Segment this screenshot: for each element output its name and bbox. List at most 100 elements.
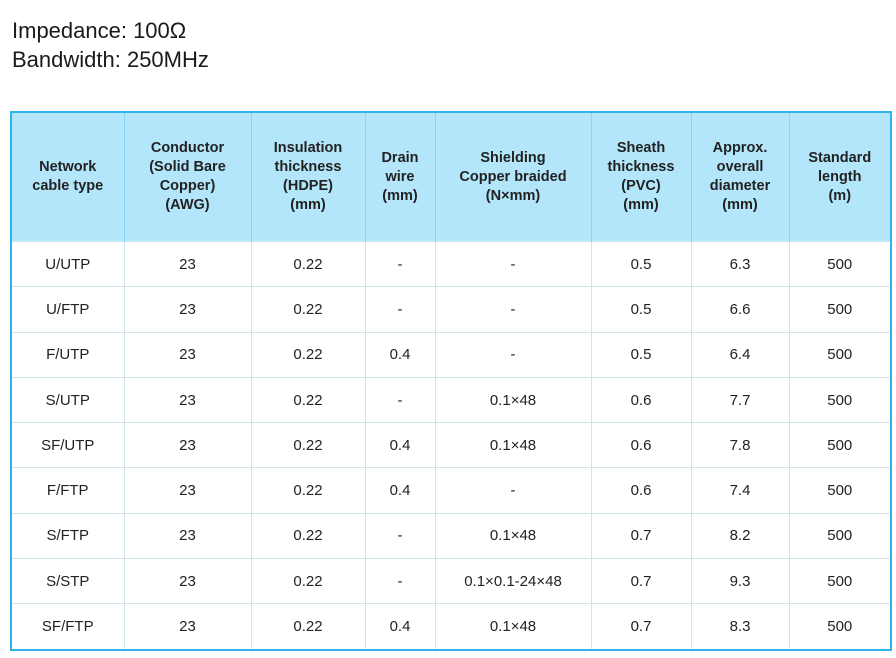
table-row: U/FTP 23 0.22- -0.5 6.6 500 [11,286,892,333]
table-cell: 23 [124,512,252,559]
table-cell: - [365,512,436,559]
header-text: (mm) [290,197,326,213]
table-cell: U/UTP [11,240,125,287]
table-row: S/UTP 23 0.22-0.1×48 0.6 7.7 500 [11,376,892,423]
table-cell: 6.3 [691,240,790,287]
header-text: Copper braided [459,168,567,185]
column-header: Drain wire (mm) [365,112,436,242]
table-cell: 0.4 [365,422,436,468]
table-cell: 0.22 [251,376,366,423]
header-text: (N×mm) [485,187,541,204]
table-cell: - [435,467,592,514]
table-cell: 0.6 [591,467,692,514]
table-cell: 23 [124,422,252,468]
header-text: Network [39,159,97,175]
table-cell: 500 [789,512,892,559]
header-text: (mm) [382,187,418,204]
table-cell: 500 [789,376,892,423]
table-cell: 0.22 [251,422,366,468]
column-header: Shielding Copper braided (N×mm) [435,112,592,242]
table-cell: - [365,286,436,333]
table-cell: 0.1×48 [435,603,592,650]
header-row: Network cable type Conductor (Solid Bare Cop… [11,112,892,242]
table-cell: 0.22 [251,331,366,378]
table-cell: - [365,240,436,287]
table-cell: 500 [789,558,892,604]
table-cell: 0.22 [251,558,366,604]
header-text: Standard [808,149,872,166]
table-cell: 0.22 [251,240,366,287]
table-cell: - [435,286,592,333]
table-row: F/UTP 23 0.22 0.4-0.5 6.4 500 [11,331,892,378]
table-cell: 0.4 [365,467,436,514]
table-cell: 0.1×48 [435,512,592,559]
column-header: Insulation thickness (HDPE) (mm) [251,112,366,242]
header-text: overall [716,159,764,175]
table-cell: 500 [789,467,892,514]
header-text: (m) [828,187,852,204]
table-row: F/FTP 23 0.22 0.4-0.6 7.4 500 [11,467,892,514]
table-cell: 500 [789,603,892,650]
table-cell: 0.4 [365,331,436,378]
table-cell: 0.6 [591,422,692,468]
table-cell: 0.6 [591,376,692,423]
column-header: Conductor (Solid Bare Copper) (AWG) [124,112,252,242]
table-cell: 0.7 [591,558,692,604]
table-cell: - [435,240,592,287]
table-cell: 0.7 [591,512,692,559]
header-text: diameter [709,178,771,194]
header-text: (AWG) [165,197,210,213]
header-text: Conductor [150,140,225,156]
table-row: U/UTP 23 0.22- -0.5 6.3 500 [11,240,892,287]
table-cell: - [365,558,436,604]
table-cell: 0.5 [591,240,692,287]
table-cell: 0.1×48 [435,376,592,423]
table-cell: - [435,331,592,378]
header-text: Copper) [159,178,216,194]
table-row: SF/UTP 23 0.22 0.4 0.1×48 0.6 7.8 500 [11,422,892,468]
spec-table: Network cable type Conductor (Solid Bare Cop… [10,111,892,651]
table-row: S/FTP 23 0.22-0.1×48 0.7 8.2 500 [11,512,892,559]
header-text: Sheath [616,140,666,156]
table-cell: - [365,376,436,423]
table-cell: 6.6 [691,286,790,333]
header-text: cable type [32,178,104,194]
header-text: thickness [607,159,675,175]
table-cell: SF/UTP [11,422,125,468]
table-cell: 0.22 [251,603,366,650]
header-text: Approx. [712,140,768,156]
table-cell: 0.5 [591,286,692,333]
table-cell: F/UTP [11,331,125,378]
header-text: wire [385,168,415,185]
table-cell: 0.22 [251,286,366,333]
header-text: thickness [274,159,342,175]
table-cell: 23 [124,558,252,604]
table-cell: 6.4 [691,331,790,378]
header-text: Insulation [273,140,343,156]
column-header: Network cable type [11,112,125,242]
header-text: (mm) [623,197,659,213]
table-cell: 23 [124,603,252,650]
table-row: S/STP 23 0.22-0.1×0.1-24×48 0.7 9.3 500 [11,558,892,604]
table-cell: 0.1×0.1-24×48 [435,558,592,604]
table-cell: 500 [789,286,892,333]
table-cell: 23 [124,331,252,378]
table-cell: 0.5 [591,331,692,378]
header-text: (HDPE) [283,178,333,194]
header-text: Drain [381,149,419,166]
column-header: Approx. overall diameter (mm) [691,112,790,242]
spec-header: Impedance: 100Ω Bandwidth: 250MHz [12,16,209,74]
table-cell: 8.3 [691,603,790,650]
table-cell: 23 [124,376,252,423]
table-cell: 0.22 [251,512,366,559]
table-cell: 0.22 [251,467,366,514]
table-cell: 0.7 [591,603,692,650]
table-cell: 7.8 [691,422,790,468]
table-cell: S/UTP [11,376,125,423]
table-row: SF/FTP 23 0.22 0.4 0.1×48 0.7 8.3 500 [11,603,892,650]
table-cell: 500 [789,422,892,468]
column-header: Sheath thickness (PVC) (mm) [591,112,692,242]
header-text: Shielding [480,149,546,166]
table-cell: 8.2 [691,512,790,559]
